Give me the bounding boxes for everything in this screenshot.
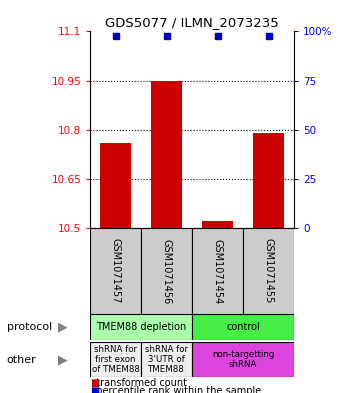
Bar [192, 342, 294, 377]
Text: transformed count: transformed count [90, 378, 187, 388]
Bar [192, 314, 294, 340]
Text: GSM1071457: GSM1071457 [110, 239, 121, 304]
Bar [141, 228, 192, 314]
Text: other: other [7, 354, 36, 365]
Text: ■: ■ [90, 378, 99, 388]
Bar [243, 228, 294, 314]
Text: GSM1071456: GSM1071456 [162, 239, 172, 304]
Text: ▶: ▶ [58, 353, 68, 366]
Bar [90, 342, 141, 377]
Bar [90, 314, 192, 340]
Title: GDS5077 / ILMN_2073235: GDS5077 / ILMN_2073235 [105, 16, 279, 29]
Text: TMEM88 depletion: TMEM88 depletion [96, 322, 186, 332]
Bar [90, 228, 141, 314]
Bar [192, 228, 243, 314]
Text: control: control [226, 322, 260, 332]
Bar [100, 143, 131, 228]
Bar [202, 221, 233, 228]
Text: non-targetting
shRNA: non-targetting shRNA [212, 350, 274, 369]
Text: GSM1071455: GSM1071455 [264, 239, 274, 304]
Text: shRNA for
first exon
of TMEM88: shRNA for first exon of TMEM88 [92, 345, 139, 375]
Bar [151, 81, 182, 228]
Text: GSM1071454: GSM1071454 [212, 239, 223, 304]
Text: protocol: protocol [7, 322, 52, 332]
Text: shRNA for
3'UTR of
TMEM88: shRNA for 3'UTR of TMEM88 [145, 345, 188, 375]
Bar [141, 342, 192, 377]
Bar [253, 133, 284, 228]
Text: ■: ■ [90, 386, 99, 393]
Text: ▶: ▶ [58, 321, 68, 334]
Text: percentile rank within the sample: percentile rank within the sample [90, 386, 261, 393]
